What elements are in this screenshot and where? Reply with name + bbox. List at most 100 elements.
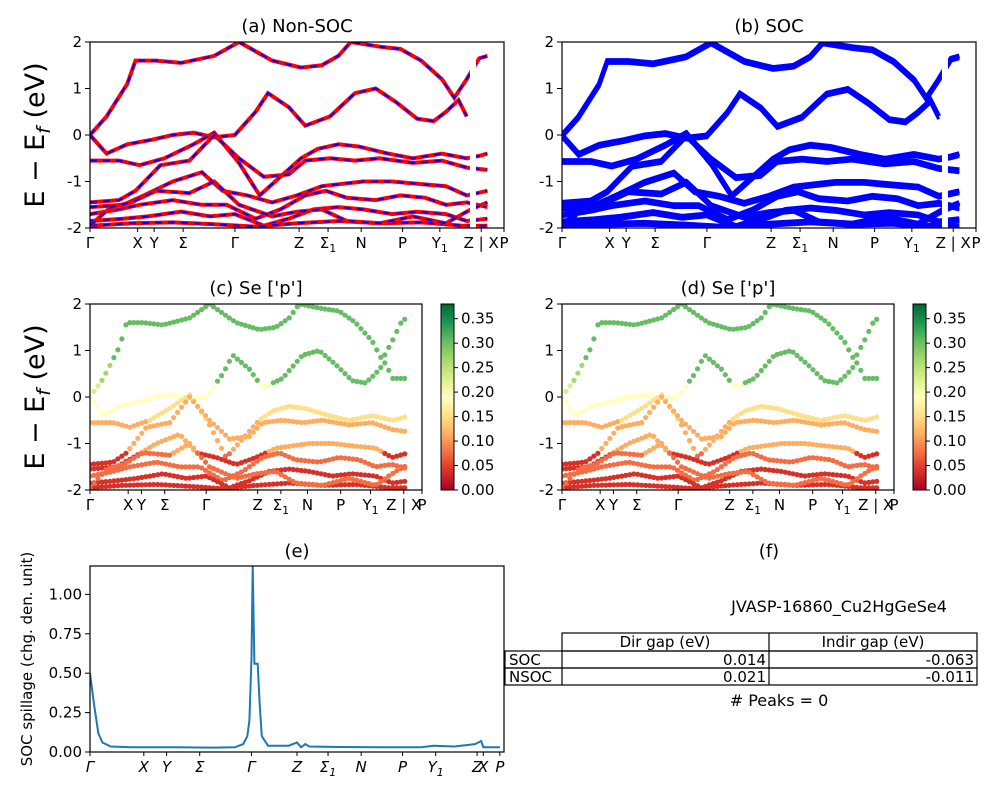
proj-point-d bbox=[758, 418, 764, 424]
proj-point-d bbox=[698, 472, 705, 479]
proj-point-d bbox=[850, 479, 856, 485]
proj-point-c bbox=[402, 414, 408, 420]
proj-point-d bbox=[750, 405, 756, 412]
proj-point-c bbox=[95, 479, 101, 485]
proj-point-c bbox=[398, 485, 404, 490]
proj-point-d bbox=[722, 455, 728, 461]
panel-a-xtick-label: Z | X bbox=[464, 234, 499, 252]
proj-point-c bbox=[370, 339, 376, 345]
proj-point-c bbox=[326, 457, 332, 463]
proj-point-c bbox=[234, 475, 240, 481]
proj-point-c bbox=[175, 483, 181, 489]
proj-point-c bbox=[214, 437, 221, 444]
proj-point-d bbox=[563, 400, 569, 406]
proj-point-d bbox=[842, 463, 848, 469]
proj-point-c bbox=[202, 459, 209, 465]
proj-point-d bbox=[607, 421, 613, 427]
proj-point-c bbox=[402, 451, 408, 457]
proj-point-c bbox=[306, 304, 312, 309]
proj-point-d bbox=[822, 443, 828, 449]
proj-point-c bbox=[370, 463, 376, 469]
proj-point-c bbox=[226, 315, 232, 321]
proj-point-d bbox=[758, 403, 764, 409]
proj-point-d bbox=[667, 309, 673, 315]
proj-point-c bbox=[282, 372, 288, 378]
proj-point-c bbox=[230, 353, 236, 359]
proj-point-d bbox=[659, 464, 665, 470]
panel-d-xtick-label: P bbox=[808, 496, 817, 514]
panel-c-ytick-label: -1 bbox=[67, 435, 82, 453]
proj-point-c bbox=[338, 309, 344, 315]
proj-point-c bbox=[322, 458, 328, 464]
proj-point-c bbox=[210, 472, 217, 478]
proj-point-c bbox=[278, 417, 284, 423]
proj-point-d bbox=[830, 326, 836, 332]
proj-point-d bbox=[862, 480, 868, 486]
proj-point-c bbox=[175, 447, 181, 454]
proj-point-d bbox=[579, 469, 585, 475]
band-b-5 bbox=[562, 188, 960, 222]
proj-point-c bbox=[195, 309, 201, 315]
proj-point-d bbox=[710, 460, 717, 466]
proj-point-d bbox=[702, 485, 708, 490]
proj-point-c bbox=[202, 473, 209, 479]
proj-point-c bbox=[91, 480, 97, 486]
proj-point-d bbox=[790, 417, 796, 423]
proj-point-d bbox=[714, 363, 721, 369]
proj-point-d bbox=[866, 479, 872, 485]
proj-point-d bbox=[830, 478, 836, 485]
proj-point-c bbox=[202, 484, 209, 490]
proj-point-d bbox=[591, 422, 597, 428]
proj-point-c bbox=[390, 470, 396, 476]
proj-point-d bbox=[655, 438, 661, 444]
proj-point-c bbox=[346, 417, 352, 423]
proj-point-d bbox=[838, 377, 844, 383]
proj-point-c bbox=[222, 312, 229, 318]
panel-e-xtick-label: Z bbox=[291, 758, 303, 776]
proj-point-c bbox=[131, 463, 137, 469]
proj-point-c bbox=[210, 465, 217, 472]
proj-point-d bbox=[762, 478, 768, 485]
proj-point-d bbox=[583, 468, 589, 474]
proj-point-c bbox=[282, 404, 288, 410]
proj-point-d bbox=[694, 458, 701, 464]
proj-point-d bbox=[678, 389, 685, 395]
proj-point-d bbox=[563, 420, 569, 426]
proj-point-c bbox=[354, 456, 360, 463]
panel-c-xtick-label: Γ bbox=[202, 496, 211, 514]
proj-point-c bbox=[171, 392, 177, 398]
proj-point-d bbox=[619, 424, 625, 430]
proj-point-d bbox=[603, 482, 609, 488]
proj-point-c bbox=[386, 367, 392, 373]
proj-point-c bbox=[115, 467, 121, 473]
proj-point-d bbox=[575, 484, 581, 490]
proj-point-d bbox=[710, 474, 717, 480]
proj-point-c bbox=[151, 321, 157, 327]
proj-point-d bbox=[858, 416, 864, 423]
proj-point-c bbox=[374, 369, 380, 375]
proj-point-c bbox=[119, 482, 125, 488]
proj-point-d bbox=[782, 458, 788, 465]
proj-point-d bbox=[686, 378, 693, 384]
proj-point-c bbox=[246, 366, 252, 372]
proj-point-d bbox=[806, 420, 812, 426]
proj-point-c bbox=[226, 485, 232, 490]
proj-point-c bbox=[119, 466, 125, 472]
proj-point-d bbox=[838, 420, 844, 426]
proj-point-d bbox=[587, 477, 593, 484]
proj-point-d bbox=[722, 429, 728, 435]
proj-point-d bbox=[826, 471, 832, 477]
proj-point-d bbox=[627, 459, 633, 465]
proj-point-d bbox=[694, 471, 701, 477]
proj-point-c bbox=[278, 405, 284, 412]
proj-point-c bbox=[302, 458, 308, 464]
proj-point-c bbox=[234, 442, 240, 448]
proj-point-c bbox=[111, 464, 117, 470]
proj-point-d bbox=[706, 475, 713, 481]
proj-point-c bbox=[314, 418, 320, 424]
proj-point-d bbox=[615, 397, 621, 403]
proj-point-d bbox=[774, 304, 780, 308]
proj-point-d bbox=[746, 407, 752, 413]
proj-point-d bbox=[635, 408, 641, 414]
panel-c-xtick-label: N bbox=[302, 496, 313, 514]
